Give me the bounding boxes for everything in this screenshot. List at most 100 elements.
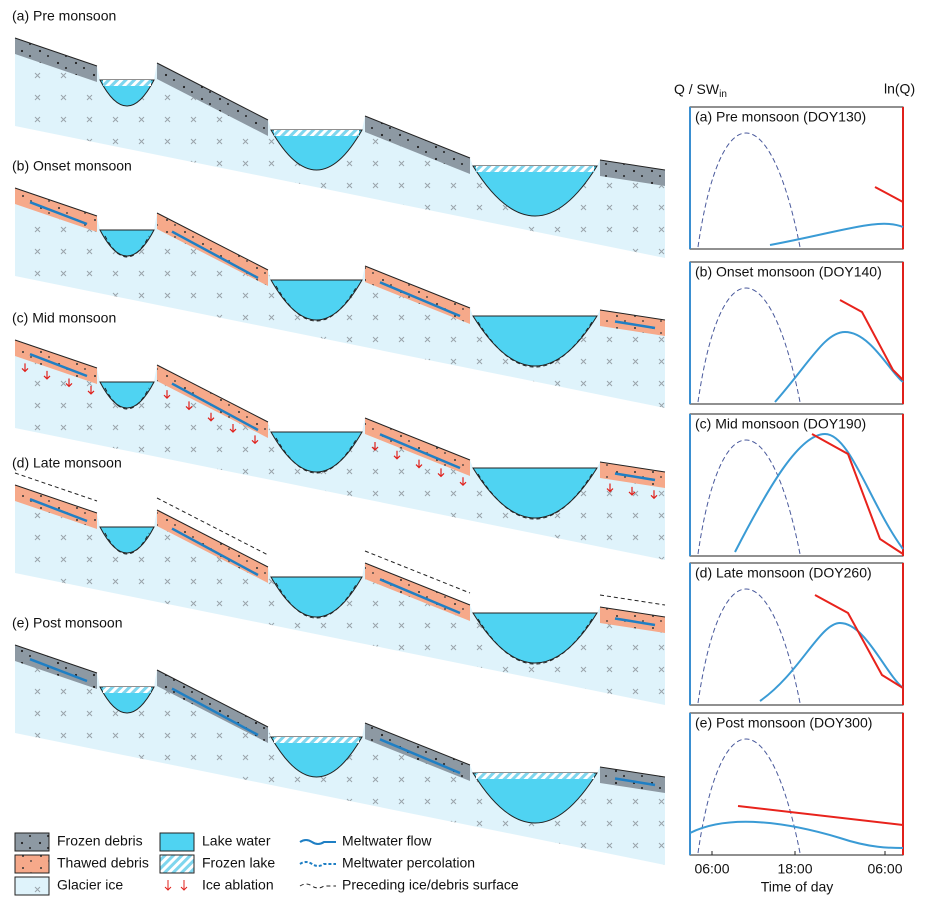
ice-ablation: [650, 490, 658, 500]
discharge-curve: [774, 330, 904, 403]
surface: [156, 669, 269, 728]
lake-bottom-prev: [275, 285, 358, 322]
section-label: (b) Onset monsoon: [12, 158, 132, 174]
legend-entry: Thawed debris: [14, 854, 149, 874]
cross-section: (e) Post monsoon: [12, 615, 666, 865]
ice-ablation: [371, 442, 379, 451]
section-label: (a) Pre monsoon: [12, 8, 116, 24]
lake-water: [472, 467, 598, 519]
ice-ablation: [628, 486, 636, 496]
meltwater-flow: [379, 281, 461, 318]
x-axis-label: Time of day: [761, 879, 834, 895]
frozen-lake: [274, 737, 359, 743]
meltwater-flow: [379, 433, 461, 470]
legend-entry: Preceding ice/debris surface: [299, 877, 519, 893]
ice-ablation: [251, 435, 259, 445]
panel-frame: [689, 106, 904, 250]
legend-swatch: [299, 839, 336, 845]
chart-title: (a) Pre monsoon (DOY130): [695, 109, 866, 125]
frozen-lake: [103, 80, 151, 86]
legend-swatch: [299, 861, 336, 867]
legend-label: Lake water: [202, 833, 271, 849]
surface: [156, 509, 269, 568]
cross-section: (a) Pre monsoon: [12, 8, 666, 258]
lake-bottom-prev: [477, 618, 593, 665]
panel-frame: [689, 712, 904, 856]
meltwater-flow: [614, 320, 656, 330]
chart-title: (c) Mid monsoon (DOY190): [695, 416, 866, 432]
panel-frame: [689, 562, 904, 706]
frozen-lake: [476, 773, 594, 779]
lake-water: [99, 686, 155, 714]
shortwave-curve: [697, 439, 801, 555]
legend-swatch: [159, 832, 195, 852]
meltwater-flow: [29, 658, 88, 683]
surface: [364, 417, 471, 461]
surface: [364, 562, 471, 606]
legend-label: Frozen lake: [202, 855, 275, 871]
section-label: (d) Late monsoon: [12, 455, 122, 471]
panel-frame: [689, 413, 904, 557]
chart-title: (d) Late monsoon (DOY260): [695, 565, 872, 581]
ice-ablation: [393, 450, 401, 460]
preceding-surface: [364, 550, 471, 594]
legend-label: Frozen debris: [57, 833, 143, 849]
chart-panel: (d) Late monsoon (DOY260): [689, 562, 904, 706]
section-label: (e) Post monsoon: [12, 615, 123, 631]
glacier-ice: [15, 645, 665, 865]
preceding-surface: [599, 594, 666, 606]
section-label: (c) Mid monsoon: [12, 310, 116, 326]
ice-ablation: [229, 424, 237, 433]
legend-swatch: [299, 883, 336, 889]
legend-label: Meltwater flow: [342, 833, 432, 849]
meltwater-flow: [614, 777, 656, 787]
glacier-ice: [15, 38, 665, 258]
charts: (a) Pre monsoon (DOY130) (b) Onset monsoo…: [689, 106, 904, 877]
ice-ablation: [163, 390, 171, 399]
lake-bottom-prev: [275, 437, 358, 474]
meltwater-flow: [171, 687, 259, 737]
thawed-debris: [600, 462, 665, 488]
cross-section: (d) Late monsoon: [12, 455, 666, 705]
ice-ablation: [65, 378, 73, 388]
lake-bottom-prev: [477, 473, 593, 520]
ice-ablation: [185, 401, 193, 411]
discharge-curve: [689, 820, 904, 849]
legend-label: Meltwater percolation: [342, 855, 475, 871]
surface: [14, 187, 98, 217]
surface: [14, 37, 98, 67]
shortwave-curve: [697, 132, 801, 248]
legend-entry: Ice ablation: [164, 877, 274, 893]
surface: [14, 484, 98, 514]
surface: [364, 265, 471, 309]
panel-frame: [689, 261, 904, 405]
meltwater-flow: [614, 617, 656, 627]
ln-discharge-line: [814, 594, 904, 689]
thawed-debris: [600, 607, 665, 633]
x-tick-label: 06:00: [694, 861, 729, 877]
shortwave-curve: [697, 738, 801, 854]
meltwater-flow: [379, 578, 461, 615]
meltwater-flow: [29, 353, 88, 378]
legend-entry: Meltwater flow: [299, 833, 432, 849]
surface: [14, 644, 98, 674]
legend-swatch: [14, 876, 50, 896]
legend-entry: Meltwater percolation: [299, 855, 475, 871]
x-tick-label: 06:00: [867, 861, 902, 877]
meltwater-flow: [171, 527, 259, 577]
ice-ablation: [415, 459, 423, 469]
ice-ablation: [87, 385, 95, 395]
meltwater-flow: [614, 472, 656, 482]
ice-ablation: [606, 483, 614, 493]
surface: [364, 722, 471, 766]
ice-ablation: [21, 363, 29, 373]
surface: [156, 364, 269, 423]
ln-discharge-line: [811, 433, 904, 555]
left-axis-label: Q / SWin: [674, 81, 727, 100]
ln-discharge-line: [874, 186, 904, 203]
legend-entry: Frozen lake: [159, 854, 275, 874]
frozen-debris: [365, 116, 470, 174]
chart-panel: (c) Mid monsoon (DOY190): [689, 413, 904, 557]
lake-bottom-prev: [275, 582, 358, 619]
